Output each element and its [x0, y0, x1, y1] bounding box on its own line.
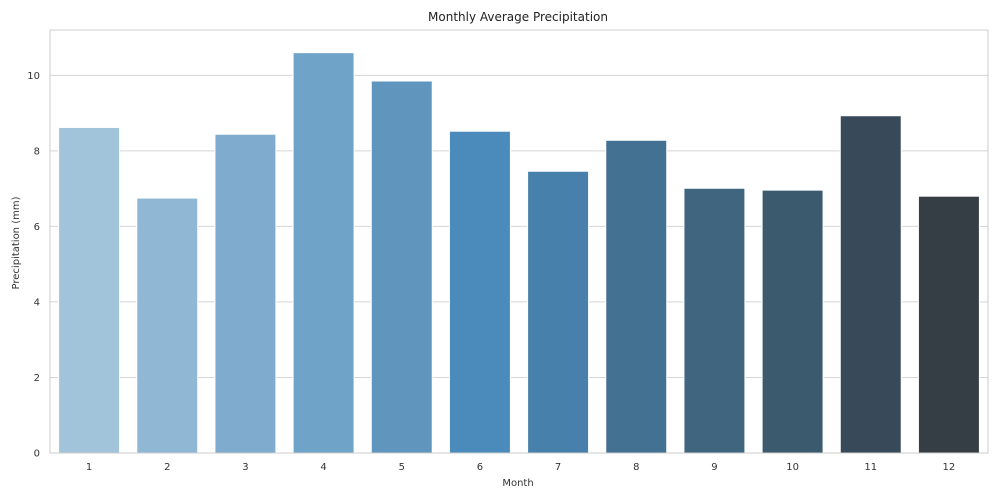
bars	[58, 52, 980, 454]
bar	[58, 126, 121, 454]
bar	[370, 80, 433, 454]
bar	[839, 115, 902, 454]
x-tick-label: 11	[864, 462, 877, 473]
bar	[917, 195, 980, 454]
x-tick-label: 5	[399, 462, 405, 473]
chart-title: Monthly Average Precipitation	[428, 10, 608, 24]
x-tick-label: 10	[786, 462, 799, 473]
x-tick-label: 6	[477, 462, 483, 473]
x-tick-label: 12	[943, 462, 956, 473]
bar	[527, 170, 590, 454]
y-tick-label: 10	[27, 71, 40, 82]
x-tick-label: 9	[711, 462, 717, 473]
bar	[683, 187, 746, 454]
x-tick-label: 4	[320, 462, 326, 473]
plot-frame	[49, 29, 989, 454]
bar	[214, 133, 277, 454]
y-tick-label: 2	[34, 373, 40, 384]
x-tick-label: 3	[242, 462, 248, 473]
x-tick-label: 8	[633, 462, 639, 473]
bar	[136, 197, 199, 454]
y-tick-label: 4	[34, 297, 40, 308]
x-tick-label: 1	[86, 462, 92, 473]
x-axis-label: Month	[502, 478, 533, 489]
bar	[761, 189, 824, 454]
x-tick-label: 2	[164, 462, 170, 473]
bar	[448, 130, 511, 454]
bar	[292, 52, 355, 454]
y-tick-label: 8	[34, 146, 40, 157]
bar	[605, 139, 668, 454]
y-tick-label: 0	[34, 449, 40, 460]
x-tick-label: 7	[555, 462, 561, 473]
y-tick-label: 6	[34, 222, 40, 233]
y-axis-label: Precipitation (mm)	[11, 196, 22, 289]
